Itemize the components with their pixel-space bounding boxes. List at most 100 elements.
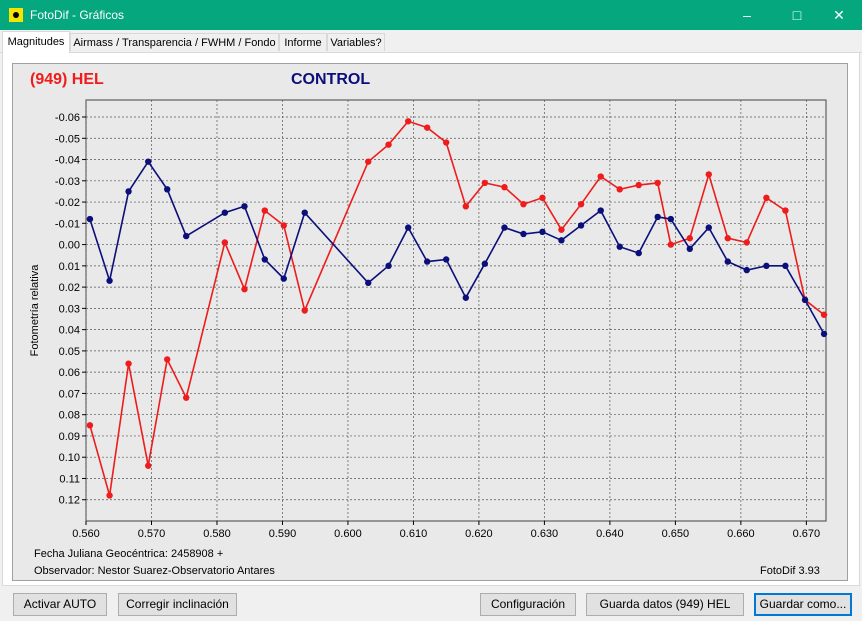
data-point-target (145, 462, 152, 469)
y-tick-label: 0.10 (59, 452, 80, 464)
data-point-target (539, 194, 546, 202)
data-point-target (820, 311, 828, 318)
data-point-target (462, 203, 470, 210)
save-as-button[interactable]: Guardar como... (754, 593, 852, 616)
data-point-control (520, 230, 527, 238)
maximize-icon[interactable]: □ (792, 7, 802, 23)
data-point-target (261, 207, 268, 214)
minimize-icon[interactable]: – (743, 7, 751, 23)
data-point-target (280, 222, 287, 229)
data-point-control (404, 224, 412, 231)
tab-variables[interactable]: Variables? (327, 33, 385, 51)
data-point-target (782, 207, 789, 214)
y-tick-label: -0.05 (55, 133, 80, 145)
y-tick-label: 0.02 (59, 282, 80, 294)
data-point-control (743, 266, 750, 274)
data-point-control (635, 249, 642, 257)
data-point-target (686, 235, 693, 242)
x-tick-label: 0.570 (138, 528, 166, 540)
save-data-button[interactable]: Guarda datos (949) HEL (586, 593, 744, 616)
data-point-control (558, 237, 565, 244)
data-point-control (667, 215, 674, 223)
data-point-target (743, 239, 750, 246)
window-title: FotoDif - Gráficos (30, 8, 125, 22)
data-point-target (501, 183, 508, 191)
data-point-target (635, 181, 642, 189)
data-point-target (106, 492, 113, 499)
series-line-target (89, 120, 825, 496)
control-label: CONTROL (291, 71, 371, 88)
x-tick-label: 0.620 (465, 528, 493, 540)
data-point-target (654, 179, 661, 187)
data-point-control (686, 245, 693, 253)
app-icon (9, 8, 23, 22)
x-tick-label: 0.590 (269, 528, 297, 540)
data-point-target (86, 422, 94, 429)
data-point-target (724, 235, 731, 242)
x-tick-label: 0.560 (72, 528, 100, 540)
data-point-target (385, 141, 392, 148)
data-point-target (404, 118, 412, 125)
data-point-target (616, 186, 623, 193)
data-point-control (261, 256, 268, 263)
data-point-control (654, 213, 661, 221)
data-point-control (280, 275, 287, 282)
data-point-target (301, 307, 308, 314)
correct-tilt-button[interactable]: Corregir inclinación (118, 593, 237, 616)
x-tick-label: 0.630 (531, 528, 559, 540)
tab-informe[interactable]: Informe (279, 33, 327, 51)
x-tick-label: 0.640 (596, 528, 624, 540)
observer-label: Observador: Nestor Suarez-Observatorio A… (34, 565, 275, 577)
data-point-control (462, 294, 470, 301)
data-point-target (125, 360, 132, 367)
tab-airmass[interactable]: Airmass / Transparencia / FWHM / Fondo (70, 33, 279, 51)
data-point-target (667, 241, 674, 248)
data-point-control (301, 209, 308, 216)
data-point-control (763, 262, 770, 270)
data-point-control (442, 256, 450, 263)
data-point-target (164, 356, 171, 363)
target-label: (949) HEL (30, 71, 104, 88)
data-point-target (221, 239, 229, 246)
y-tick-label: 0.05 (59, 346, 80, 358)
data-point-control (481, 260, 489, 267)
data-point-control (423, 258, 431, 265)
data-point-target (597, 173, 604, 180)
data-point-control (365, 279, 372, 287)
data-point-control (597, 207, 604, 214)
data-point-control (801, 296, 809, 304)
close-icon[interactable]: ✕ (833, 7, 845, 23)
y-tick-label: -0.02 (55, 197, 80, 209)
data-point-control (705, 224, 712, 231)
data-point-target (577, 200, 585, 208)
data-point-control (125, 188, 132, 195)
x-tick-label: 0.600 (334, 528, 362, 540)
activate-auto-button[interactable]: Activar AUTO (13, 593, 107, 616)
data-point-control (577, 222, 585, 229)
plot-area (85, 99, 827, 522)
data-point-target (520, 200, 527, 208)
y-tick-label: 0.08 (59, 410, 80, 422)
configuration-button[interactable]: Configuración (480, 593, 576, 616)
data-point-control (385, 262, 392, 270)
julian-date-label: Fecha Juliana Geocéntrica: 2458908 + (34, 548, 224, 560)
y-tick-label: 0.03 (59, 303, 80, 315)
data-point-target (705, 171, 712, 178)
data-point-control (782, 262, 789, 270)
y-tick-label: 0.07 (59, 388, 80, 400)
data-point-target (423, 124, 431, 131)
y-axis-label: Fotometría relativa (29, 264, 41, 357)
data-point-control (539, 228, 546, 236)
version-label: FotoDif 3.93 (760, 565, 820, 577)
x-tick-label: 0.580 (203, 528, 231, 540)
data-point-target (442, 139, 450, 146)
y-tick-label: 0.01 (59, 261, 80, 273)
y-tick-label: 0.04 (59, 325, 80, 337)
y-tick-label: 0.11 (59, 473, 80, 485)
tab-magnitudes[interactable]: Magnitudes (2, 31, 70, 53)
x-tick-label: 0.670 (793, 528, 821, 540)
data-point-control (724, 258, 731, 265)
data-point-target (365, 158, 372, 165)
y-tick-label: 0.00 (59, 240, 80, 252)
